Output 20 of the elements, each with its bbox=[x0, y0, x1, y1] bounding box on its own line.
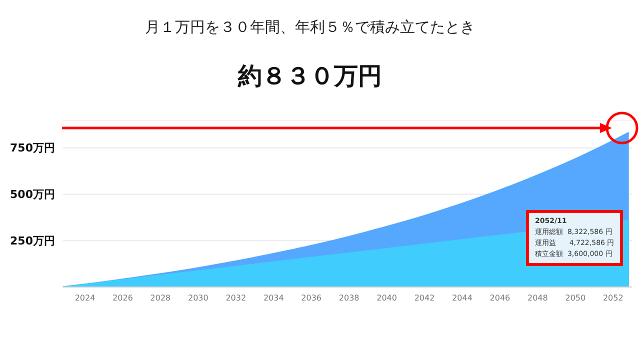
chart-title: 約８３０万円 bbox=[236, 61, 383, 92]
x-tick-label: 2048 bbox=[528, 294, 548, 303]
x-tick-label: 2042 bbox=[414, 294, 435, 303]
x-tick-label: 2034 bbox=[263, 294, 284, 303]
x-tick-label: 2030 bbox=[188, 294, 208, 303]
y-tick-label: 750万円 bbox=[10, 142, 55, 155]
y-tick-label: 250万円 bbox=[10, 234, 55, 248]
x-tick-label: 2044 bbox=[452, 294, 472, 303]
x-tick-label: 2052 bbox=[602, 294, 624, 303]
y-tick-label: 500万円 bbox=[10, 188, 55, 202]
x-tick-label: 2028 bbox=[150, 294, 171, 303]
x-tick-label: 2038 bbox=[338, 294, 360, 303]
x-tick-label: 2036 bbox=[301, 294, 322, 303]
x-tick-label: 2026 bbox=[112, 294, 133, 303]
x-tick-label: 2046 bbox=[490, 294, 510, 303]
x-tick-label: 2050 bbox=[565, 294, 586, 303]
x-tick-label: 2040 bbox=[376, 294, 397, 303]
x-tick-label: 2024 bbox=[74, 294, 96, 303]
chart-subtitle: 月１万円を３０年間、年利５％で積み立てたとき bbox=[144, 18, 476, 37]
x-tick-label: 2032 bbox=[226, 294, 246, 303]
